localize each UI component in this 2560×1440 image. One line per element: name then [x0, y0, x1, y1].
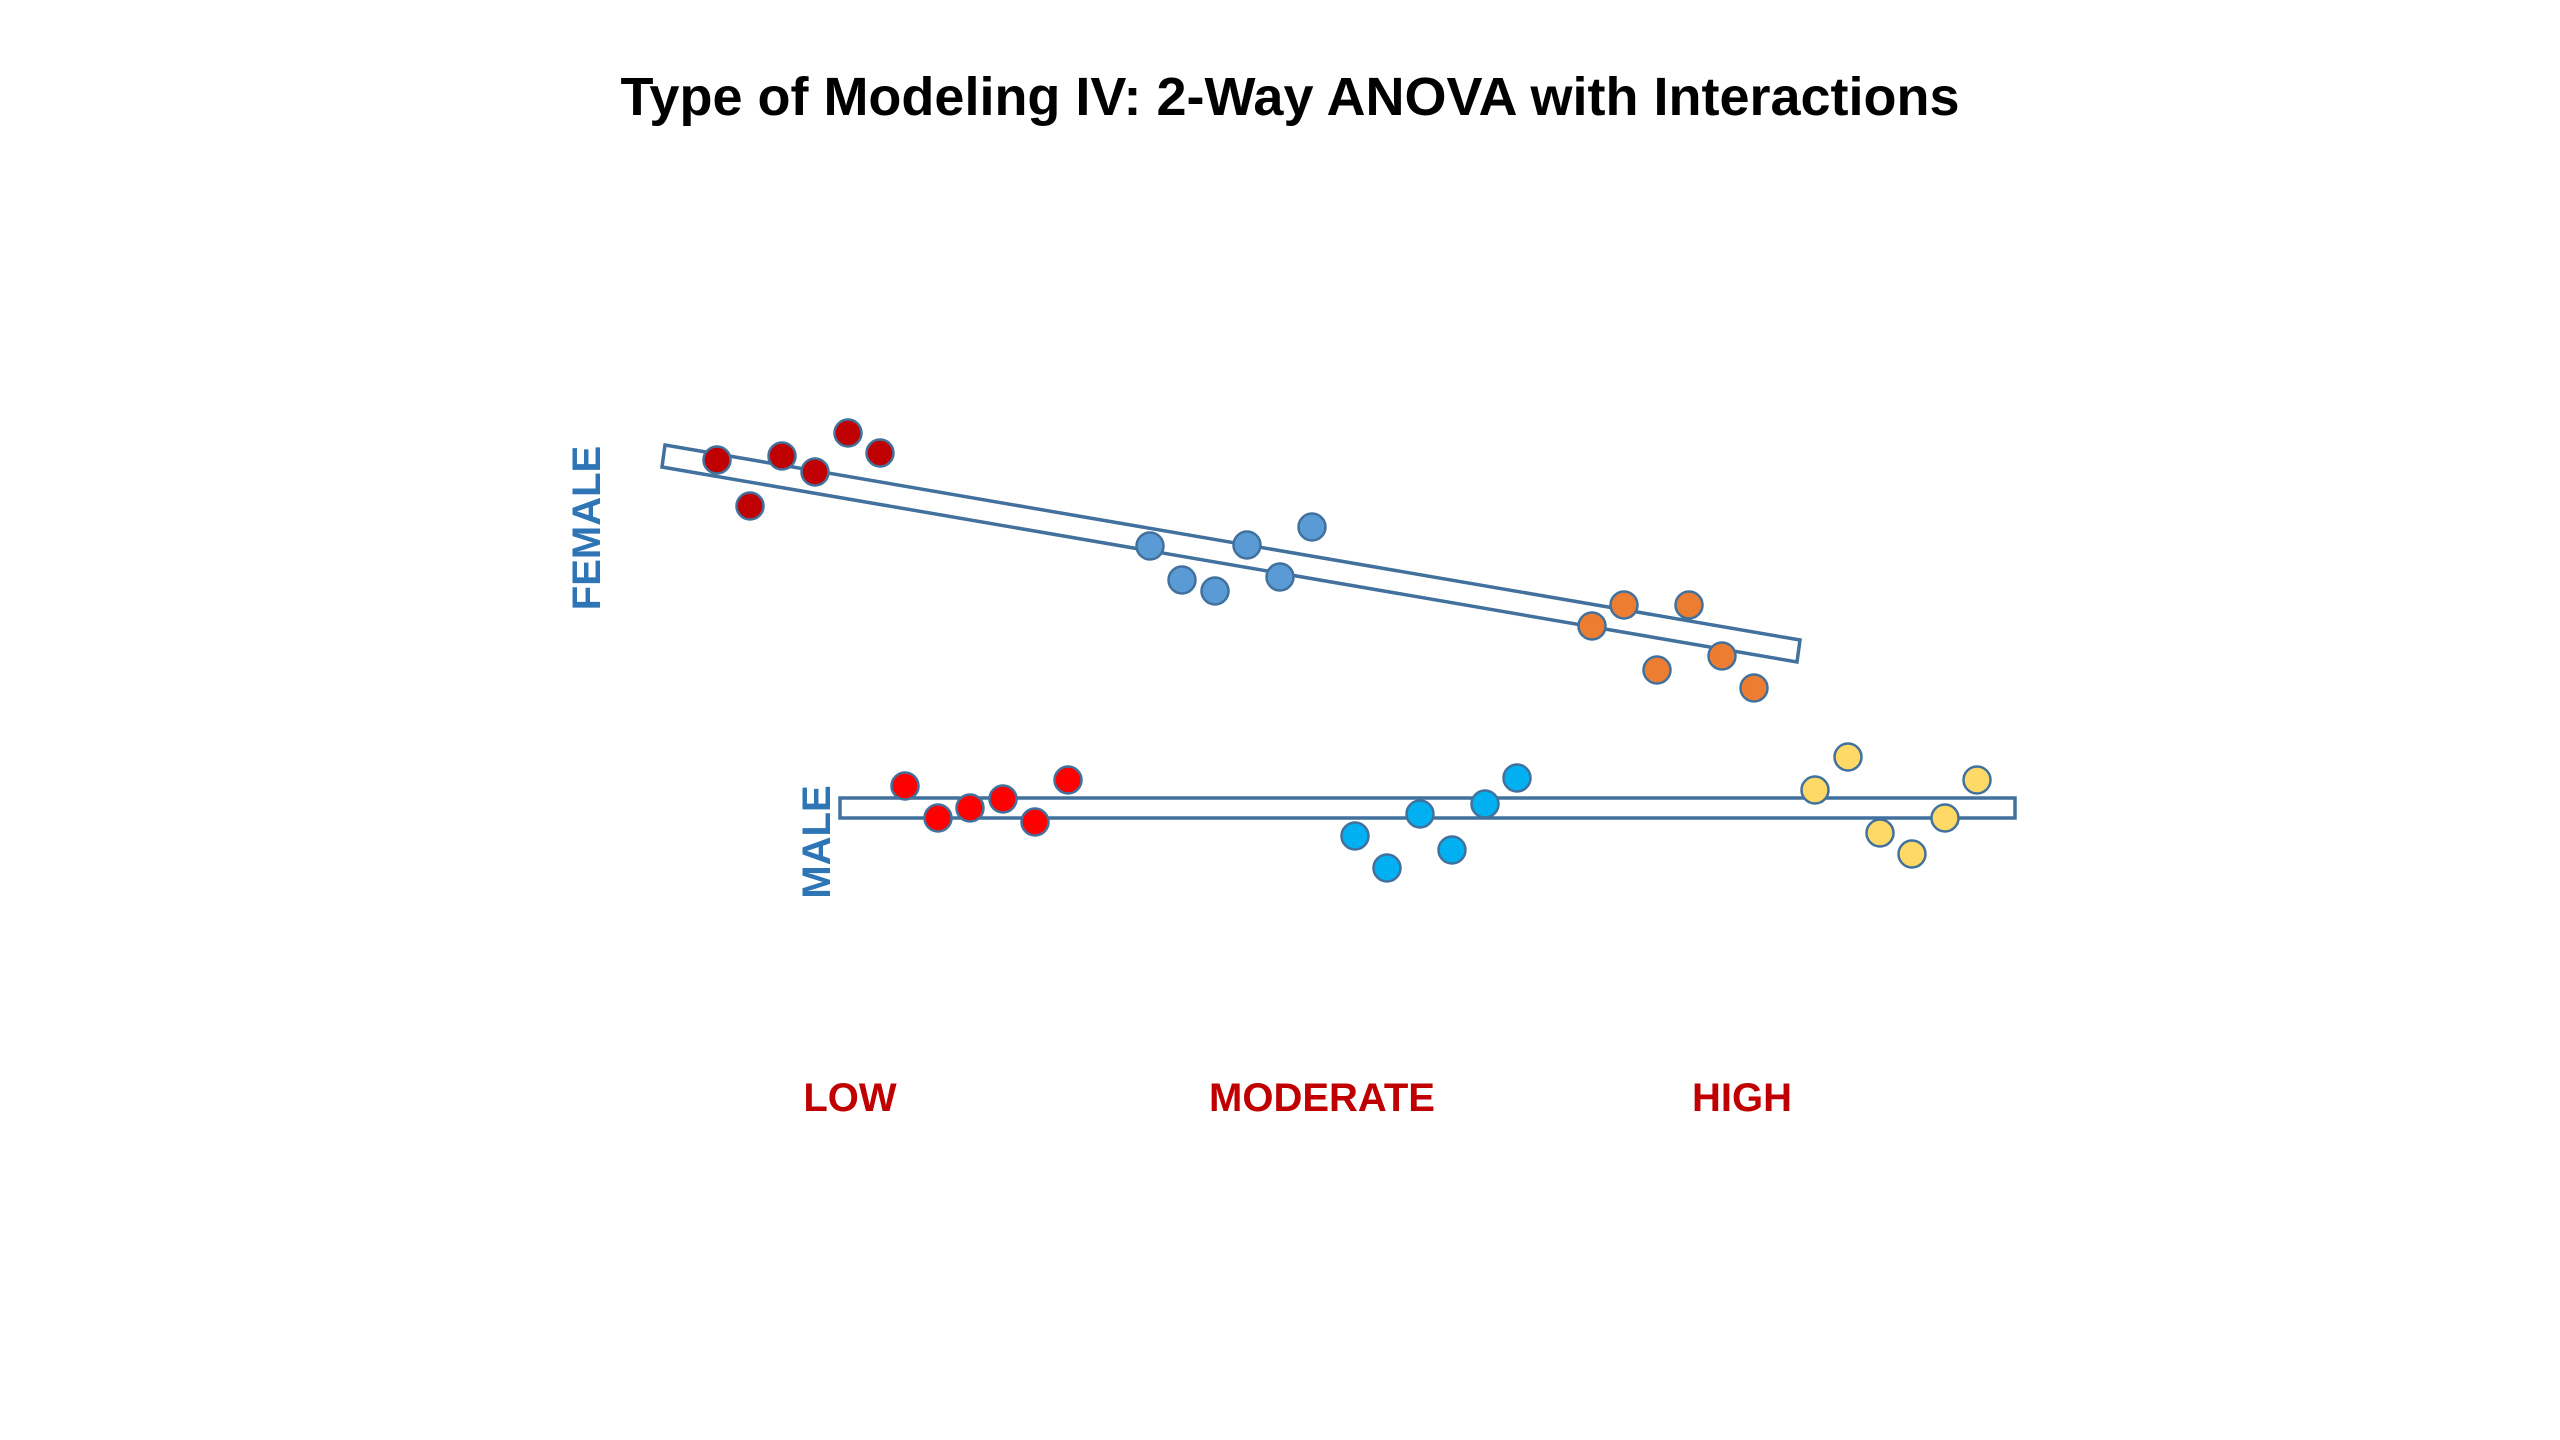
- data-point-female-moderate: [1135, 531, 1165, 561]
- data-point-male-moderate: [1470, 789, 1500, 819]
- group-label-male: MALE: [795, 785, 839, 898]
- data-point-female-low: [735, 491, 765, 521]
- data-point-male-high: [1833, 742, 1863, 772]
- data-point-female-high: [1642, 655, 1672, 685]
- data-point-male-low: [1020, 807, 1050, 837]
- data-point-male-moderate: [1340, 821, 1370, 851]
- data-point-male-low: [1053, 765, 1083, 795]
- data-point-male-high: [1865, 818, 1895, 848]
- data-point-female-low: [865, 438, 895, 468]
- data-point-male-moderate: [1372, 853, 1402, 883]
- data-point-male-low: [923, 803, 953, 833]
- level-label-moderate: MODERATE: [1209, 1076, 1435, 1120]
- data-points: [702, 418, 1992, 883]
- data-point-female-moderate: [1297, 512, 1327, 542]
- level-label-low: LOW: [803, 1076, 897, 1120]
- data-point-female-low: [767, 441, 797, 471]
- data-point-male-high: [1930, 803, 1960, 833]
- data-point-female-high: [1674, 590, 1704, 620]
- group-label-female: FEMALE: [565, 446, 609, 610]
- data-point-male-moderate: [1405, 799, 1435, 829]
- level-label-high: HIGH: [1692, 1076, 1792, 1120]
- data-point-male-moderate: [1502, 763, 1532, 793]
- data-point-female-high: [1577, 611, 1607, 641]
- data-point-female-low: [833, 418, 863, 448]
- female-band: [660, 442, 1802, 665]
- data-point-male-low: [890, 771, 920, 801]
- data-point-male-low: [955, 793, 985, 823]
- data-point-female-moderate: [1265, 562, 1295, 592]
- data-point-female-moderate: [1200, 576, 1230, 606]
- data-point-male-low: [988, 784, 1018, 814]
- slide-title: Type of Modeling IV: 2-Way ANOVA with In…: [620, 67, 1959, 127]
- data-point-female-low: [702, 445, 732, 475]
- data-point-female-high: [1707, 641, 1737, 671]
- data-point-male-high: [1897, 839, 1927, 869]
- data-point-male-moderate: [1437, 835, 1467, 865]
- data-point-female-moderate: [1232, 530, 1262, 560]
- data-point-female-high: [1739, 673, 1769, 703]
- data-point-male-high: [1962, 765, 1992, 795]
- data-point-female-high: [1609, 590, 1639, 620]
- data-point-female-low: [800, 457, 830, 487]
- data-point-male-high: [1800, 775, 1830, 805]
- data-point-female-moderate: [1167, 565, 1197, 595]
